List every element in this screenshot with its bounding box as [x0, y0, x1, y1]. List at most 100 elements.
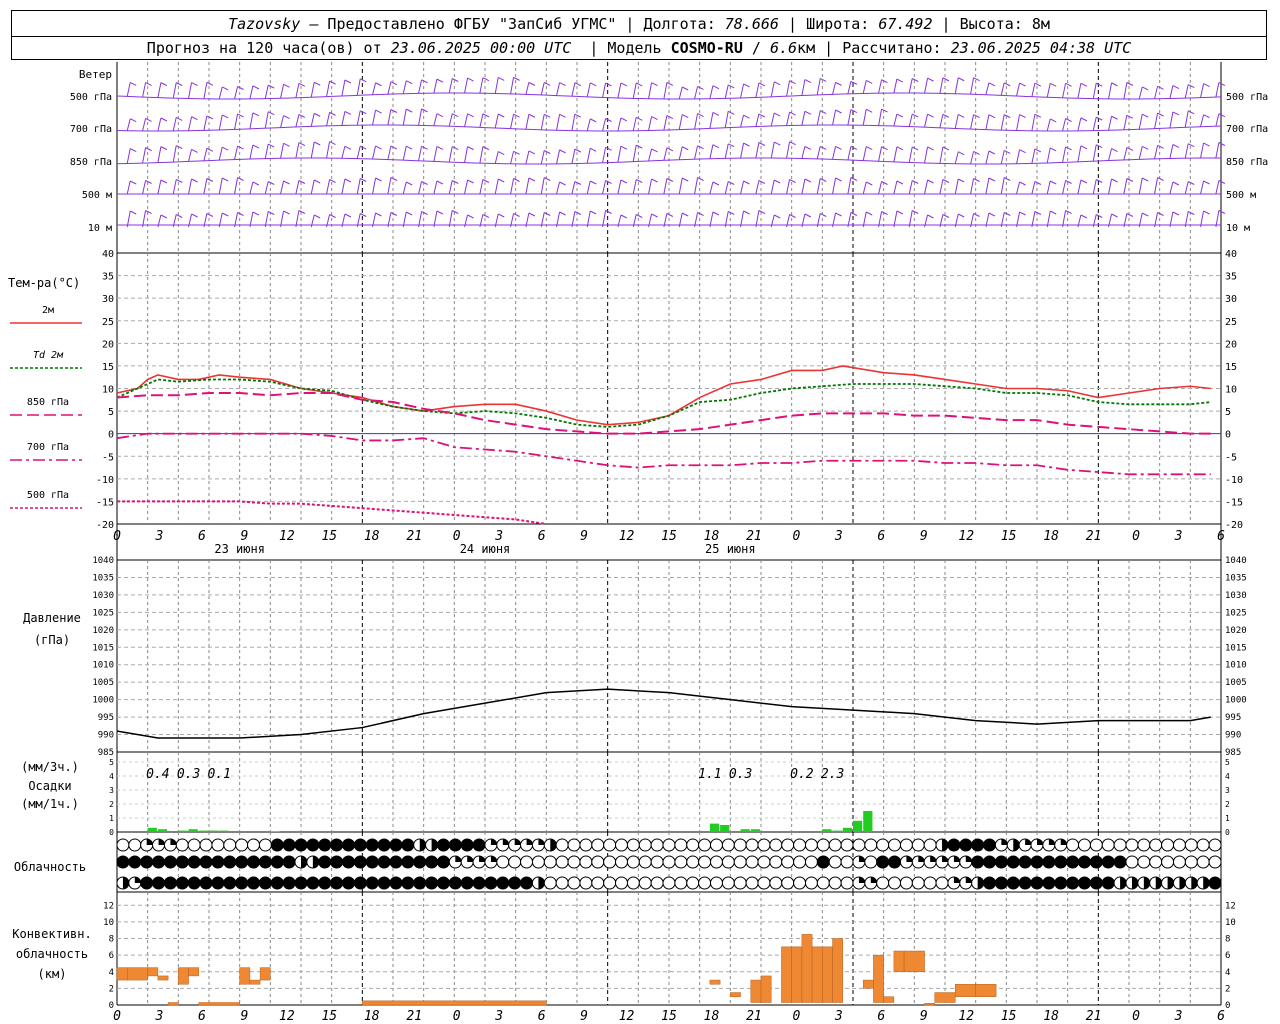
cloud-cover-symbol: [1006, 855, 1020, 869]
wind-barb: [893, 113, 898, 127]
wind-barb-feather: [1157, 85, 1164, 90]
wind-barb-feather: [543, 113, 551, 118]
conv-bar: [750, 979, 762, 1003]
cloud-circle: [1042, 855, 1056, 869]
wind-barb-feather: [911, 78, 919, 82]
cloud-circle: [306, 876, 320, 890]
temp-time-tick: 21: [1086, 529, 1102, 544]
cloud-cover-symbol: [911, 855, 925, 869]
cloud-circle: [876, 855, 890, 869]
conv-time-tick: 6: [538, 1009, 546, 1024]
wind-barb: [479, 179, 484, 195]
cloud-cover-symbol: [508, 876, 522, 890]
cloud-circle: [555, 876, 569, 890]
wind-barb-feather: [467, 146, 474, 151]
wind-barb: [985, 114, 990, 130]
wind-barb-feather: [313, 81, 321, 86]
wind-barb-feather: [1003, 177, 1011, 181]
cloud-circle: [983, 876, 997, 890]
wind-barb: [709, 211, 714, 228]
wind-barb-feather: [743, 83, 750, 88]
cloud-quarter: [1060, 839, 1067, 845]
wind-barb-feather: [666, 81, 674, 86]
cloud-circle: [1196, 855, 1210, 869]
cloud-cover-symbol: [1172, 876, 1186, 890]
cloud-cover-symbol: [1018, 876, 1032, 890]
wind-barb: [924, 114, 929, 128]
wind-barb-feather: [1019, 82, 1026, 87]
wind-streamline: [116, 157, 1222, 165]
wind-barb: [571, 149, 576, 164]
cloud-cover-symbol: [626, 876, 640, 890]
pres-ytick: 1035: [92, 573, 114, 583]
wind-barb-feather: [896, 78, 904, 83]
wind-barb-feather: [727, 181, 735, 185]
wind-barb: [801, 213, 806, 228]
temp-legend-label: 500 гПа: [27, 490, 69, 501]
wind-level-label-right: 500 м: [1226, 190, 1256, 201]
precip-ytick: 3: [109, 786, 114, 795]
wind-barb-feather: [129, 180, 137, 185]
wind-barb: [632, 82, 637, 99]
cloud-cover-symbol: [140, 855, 154, 869]
wind-barb: [1046, 147, 1051, 164]
wind-barb: [494, 113, 499, 129]
conv-bar: [188, 967, 200, 977]
wind-barb-feather: [605, 118, 612, 122]
wind-barb: [878, 211, 883, 228]
wind-barb-feather: [191, 178, 198, 183]
wind-barb-feather: [497, 151, 505, 155]
cloud-circle: [223, 876, 237, 890]
cloud-cover-symbol: [686, 876, 700, 890]
cloud-circle: [674, 838, 688, 852]
wind-barb: [724, 84, 729, 99]
wind-barb: [694, 177, 699, 195]
wind-barb-feather: [1049, 82, 1057, 87]
wind-barb: [1108, 116, 1113, 131]
wind-barb-feather: [528, 150, 536, 155]
temp-time-tick: 18: [364, 529, 380, 544]
cloud-cover-symbol: [496, 838, 510, 852]
cloud-half: [1179, 877, 1186, 889]
temp-time-tick: 3: [155, 529, 164, 544]
cloud-circle: [1006, 855, 1020, 869]
wind-barb-feather: [528, 177, 536, 182]
cloud-circle: [223, 838, 237, 852]
wind-barb-feather: [206, 81, 214, 86]
cloud-circle: [579, 855, 593, 869]
wind-barb: [326, 141, 331, 159]
wind-barb-feather: [681, 212, 689, 217]
wind-barb-feather: [329, 141, 336, 146]
wind-barb-feather: [743, 210, 750, 215]
wind-barb: [602, 210, 607, 228]
forecast-label: Прогноз на 120 часа(ов) от: [146, 39, 382, 57]
cloud-circle: [472, 876, 486, 890]
cloud-circle: [994, 855, 1008, 869]
cloud-circle: [377, 855, 391, 869]
wind-barb-feather: [237, 145, 244, 150]
cloud-half: [942, 839, 949, 851]
wind-barb-feather: [283, 142, 290, 147]
wind-barb-feather: [758, 142, 766, 146]
wind-barb-feather: [237, 86, 244, 90]
temp-title: Тем-ра(°C): [8, 276, 80, 290]
wind-barb-feather: [559, 82, 566, 87]
wind-barb-feather: [1172, 211, 1180, 216]
wind-barb-feather: [344, 79, 352, 84]
pres-ytick-right: 1040: [1225, 556, 1247, 566]
pres-ytick: 1010: [92, 661, 114, 671]
cloud-cover-symbol: [555, 876, 569, 890]
wind-barb: [832, 146, 837, 160]
cloud-cover-symbol: [781, 855, 795, 869]
cloud-cover-symbol: [152, 855, 166, 869]
cloud-circle: [270, 876, 284, 890]
cloud-cover-symbol: [140, 838, 154, 852]
wind-barb: [1215, 210, 1220, 228]
wind-barb-feather: [1157, 144, 1164, 149]
temp-time-tick: 15: [321, 529, 337, 544]
cloud-cover-symbol: [1113, 855, 1127, 869]
cloud-cover-symbol: [603, 876, 617, 890]
wind-barb: [1169, 181, 1174, 195]
temp-time-tick: 18: [704, 529, 720, 544]
cloud-cover-symbol: [852, 838, 866, 852]
